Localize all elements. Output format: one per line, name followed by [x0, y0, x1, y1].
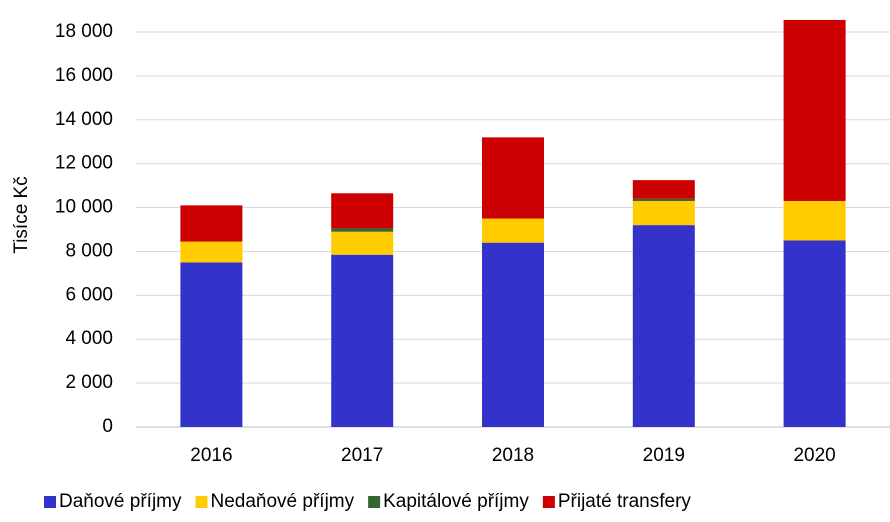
bar-segment — [180, 205, 243, 242]
legend-label: Nedaňové příjmy — [211, 491, 355, 512]
bar-segment — [783, 240, 846, 427]
bar-segment — [331, 254, 394, 427]
y-tick-label: 6 000 — [65, 284, 113, 305]
legend-label: Kapitálové příjmy — [383, 491, 529, 512]
x-tick-label: 2018 — [492, 445, 534, 466]
bar-segment — [783, 200, 846, 241]
y-tick-label: 10 000 — [55, 197, 113, 218]
bar-segment — [180, 241, 243, 263]
bar-segment — [632, 225, 695, 427]
y-tick-label: 14 000 — [55, 109, 113, 130]
bar-segment — [482, 218, 544, 243]
bar-segment — [331, 228, 394, 232]
legend-swatch — [542, 496, 555, 508]
bar-segment — [632, 200, 695, 226]
x-tick-label: 2016 — [190, 445, 232, 466]
bar-segment — [783, 19, 846, 201]
legend-swatch — [368, 496, 381, 508]
y-tick-label: 8 000 — [65, 240, 113, 261]
legend-swatch — [44, 496, 56, 508]
legend-label: Daňové příjmy — [59, 491, 182, 512]
y-tick-label: 16 000 — [55, 65, 113, 86]
y-tick-label: 0 — [102, 416, 113, 437]
y-tick-label: 2 000 — [65, 372, 113, 393]
bar-segment — [632, 180, 695, 199]
y-tick-label: 4 000 — [65, 328, 113, 349]
bar-segment — [331, 193, 394, 229]
legend-label: Přijaté transfery — [558, 491, 692, 512]
bar-segment — [180, 262, 243, 427]
bar-segment — [482, 137, 544, 219]
bar-segment — [331, 231, 394, 255]
y-axis-label: Tisíce Kč — [11, 176, 32, 253]
x-tick-label: 2019 — [643, 445, 685, 466]
legend-swatch — [195, 496, 208, 508]
x-tick-label: 2020 — [793, 445, 835, 466]
x-tick-label: 2017 — [341, 445, 383, 466]
y-tick-label: 12 000 — [55, 153, 113, 174]
bar-segment — [482, 242, 544, 427]
bar-segment — [632, 198, 695, 201]
y-tick-label: 18 000 — [55, 21, 113, 42]
